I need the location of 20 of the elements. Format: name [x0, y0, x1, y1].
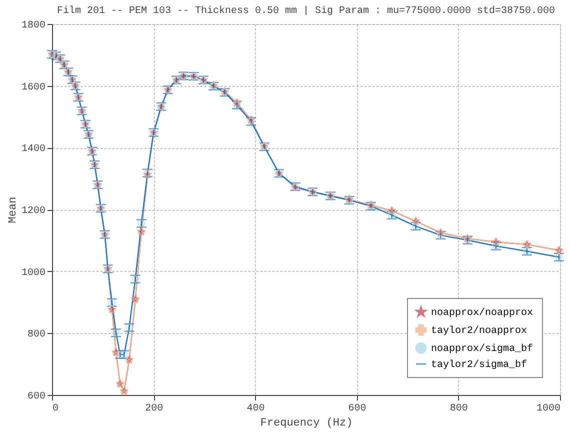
x-tick-label: 1000 [536, 404, 560, 414]
y-tick-label: 1800 [21, 20, 46, 32]
y-axis-title: Mean [7, 196, 20, 224]
y-tick-label: 1200 [21, 206, 46, 217]
x-tick-label: 400 [246, 404, 265, 414]
y-tick-label: 600 [27, 392, 46, 402]
x-tick-label: 200 [145, 404, 164, 414]
x-tick-label: 0 [52, 404, 59, 414]
x-axis-title: Frequency (Hz) [260, 418, 353, 430]
chart-title: Film 201 -- PEM 103 -- Thickness 0.50 mm | Sig Param : mu=775000.0000 std=38750.000 [56, 5, 556, 17]
y-tick-label: 1000 [21, 268, 46, 279]
y-tick-label: 1600 [21, 82, 46, 94]
x-tick-label: 600 [348, 404, 366, 414]
legend-label: noapprox/noapprox [431, 307, 534, 319]
y-tick-label: 800 [27, 330, 46, 341]
legend-label: taylor2/sigma_bf [431, 359, 528, 371]
x-tick-label: 800 [450, 404, 468, 414]
legend-label: noapprox/sigma_bf [431, 343, 534, 355]
y-tick-label: 1400 [21, 144, 46, 156]
legend-label: taylor2/noapprox [431, 325, 528, 337]
